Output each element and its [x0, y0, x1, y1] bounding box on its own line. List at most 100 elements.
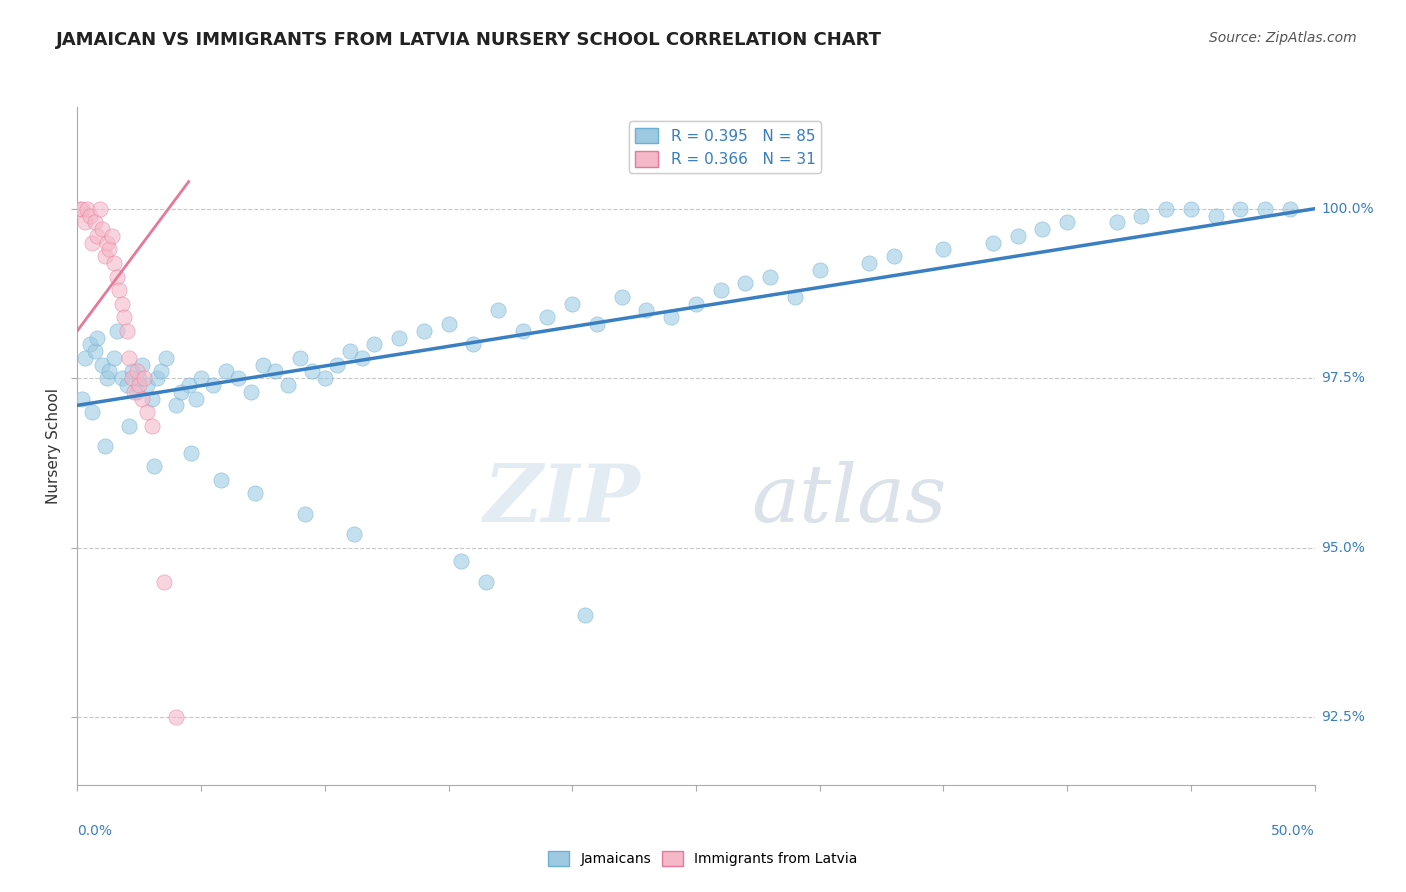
Point [141, 392, 163, 406]
Point [112, 310, 135, 325]
Point [783, 290, 806, 304]
Legend: R = 0.395   N = 85, R = 0.366   N = 31: R = 0.395 N = 85, R = 0.366 N = 31 [630, 121, 821, 173]
Point [153, 574, 176, 589]
Point [412, 324, 434, 338]
Point [69, 202, 91, 216]
Point [1154, 202, 1177, 216]
Point [659, 310, 682, 325]
Point [1254, 202, 1277, 216]
Point [536, 310, 558, 325]
Point [128, 371, 150, 385]
Point [150, 364, 173, 378]
Point [108, 283, 131, 297]
Point [239, 384, 262, 399]
Point [143, 459, 166, 474]
Point [145, 371, 167, 385]
Point [134, 371, 156, 385]
Point [245, 486, 267, 500]
Point [1229, 202, 1251, 216]
Text: 92.5%: 92.5% [1322, 710, 1365, 724]
Point [388, 330, 411, 344]
Point [135, 405, 157, 419]
Point [710, 283, 733, 297]
Point [932, 243, 955, 257]
Point [180, 446, 202, 460]
Point [450, 554, 472, 568]
Point [83, 215, 105, 229]
Point [118, 351, 141, 365]
Point [474, 574, 496, 589]
Point [252, 358, 274, 372]
Point [339, 344, 361, 359]
Point [1180, 202, 1202, 216]
Point [314, 371, 336, 385]
Text: 0.0%: 0.0% [77, 824, 112, 838]
Point [115, 324, 138, 338]
Point [122, 384, 145, 399]
Point [82, 235, 104, 250]
Y-axis label: Nursery School: Nursery School [46, 388, 62, 504]
Point [83, 344, 105, 359]
Point [103, 256, 125, 270]
Point [131, 392, 153, 406]
Point [72, 202, 94, 216]
Point [636, 303, 658, 318]
Point [808, 262, 831, 277]
Point [79, 337, 101, 351]
Text: ZIP: ZIP [484, 461, 640, 539]
Point [101, 228, 124, 243]
Point [1205, 209, 1227, 223]
Text: 95.0%: 95.0% [1322, 541, 1365, 555]
Point [264, 364, 287, 378]
Point [121, 364, 143, 378]
Point [155, 351, 177, 365]
Point [111, 371, 134, 385]
Point [111, 296, 134, 310]
Point [141, 418, 163, 433]
Point [89, 202, 111, 216]
Point [586, 317, 609, 331]
Point [437, 317, 460, 331]
Point [86, 228, 108, 243]
Point [170, 384, 193, 399]
Point [165, 710, 187, 724]
Point [288, 351, 311, 365]
Point [91, 358, 114, 372]
Point [128, 378, 150, 392]
Point [343, 527, 366, 541]
Point [135, 378, 157, 392]
Point [98, 243, 121, 257]
Point [184, 392, 207, 406]
Point [301, 364, 323, 378]
Point [93, 249, 115, 263]
Point [294, 507, 316, 521]
Point [277, 378, 299, 392]
Point [115, 378, 138, 392]
Point [1007, 228, 1029, 243]
Text: JAMAICAN VS IMMIGRANTS FROM LATVIA NURSERY SCHOOL CORRELATION CHART: JAMAICAN VS IMMIGRANTS FROM LATVIA NURSE… [56, 31, 882, 49]
Point [685, 296, 707, 310]
Point [463, 337, 485, 351]
Point [512, 324, 534, 338]
Legend: Jamaicans, Immigrants from Latvia: Jamaicans, Immigrants from Latvia [543, 846, 863, 871]
Point [363, 337, 385, 351]
Point [177, 378, 200, 392]
Point [326, 358, 349, 372]
Point [79, 209, 101, 223]
Point [574, 608, 596, 623]
Point [131, 358, 153, 372]
Point [610, 290, 633, 304]
Text: 100.0%: 100.0% [1322, 202, 1374, 216]
Point [209, 473, 232, 487]
Point [121, 371, 143, 385]
Point [98, 364, 121, 378]
Point [105, 324, 128, 338]
Point [1130, 209, 1153, 223]
Point [858, 256, 880, 270]
Point [190, 371, 212, 385]
Text: atlas: atlas [752, 461, 948, 539]
Point [91, 222, 114, 236]
Point [73, 215, 96, 229]
Point [215, 364, 238, 378]
Point [350, 351, 373, 365]
